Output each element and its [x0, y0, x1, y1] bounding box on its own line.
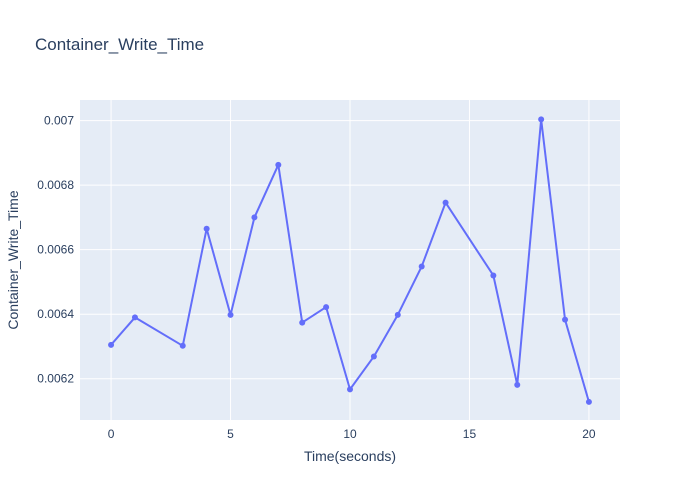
- data-point[interactable]: [347, 386, 353, 393]
- x-tick-label: 5: [227, 427, 234, 441]
- chart-title: Container_Write_Time: [35, 35, 204, 54]
- data-point[interactable]: [514, 381, 521, 388]
- data-point[interactable]: [251, 214, 258, 221]
- data-point[interactable]: [418, 263, 425, 270]
- y-tick-label: 0.0066: [37, 243, 74, 257]
- data-point[interactable]: [227, 311, 234, 318]
- data-point[interactable]: [179, 342, 186, 349]
- y-axis-title: Container_Write_Time: [5, 190, 21, 329]
- y-tick-label: 0.0068: [37, 178, 74, 192]
- data-point[interactable]: [275, 161, 282, 168]
- x-tick-label: 0: [108, 427, 115, 441]
- data-point[interactable]: [442, 199, 449, 206]
- y-tick-label: 0.0064: [37, 307, 74, 321]
- x-tick-label: 20: [582, 427, 596, 441]
- data-point[interactable]: [562, 316, 569, 323]
- x-tick-label: 15: [463, 427, 477, 441]
- data-point[interactable]: [323, 304, 330, 311]
- data-point[interactable]: [394, 311, 401, 318]
- data-point[interactable]: [299, 319, 306, 326]
- data-point[interactable]: [203, 225, 210, 232]
- x-axis-title: Time(seconds): [304, 448, 396, 464]
- y-tick-label: 0.007: [44, 114, 74, 128]
- tick-labels: 0 5 10 15 20 0.0062 0.0064 0.0066 0.0068 0.007: [37, 114, 596, 441]
- grid-lines: [80, 100, 620, 420]
- series-layer: [108, 116, 592, 405]
- data-point[interactable]: [108, 341, 115, 348]
- y-tick-label: 0.0062: [37, 372, 74, 386]
- data-point[interactable]: [490, 272, 497, 279]
- data-point[interactable]: [370, 353, 377, 360]
- data-point[interactable]: [538, 116, 545, 123]
- x-tick-label: 10: [343, 427, 357, 441]
- data-point[interactable]: [585, 398, 592, 405]
- data-point[interactable]: [131, 314, 138, 321]
